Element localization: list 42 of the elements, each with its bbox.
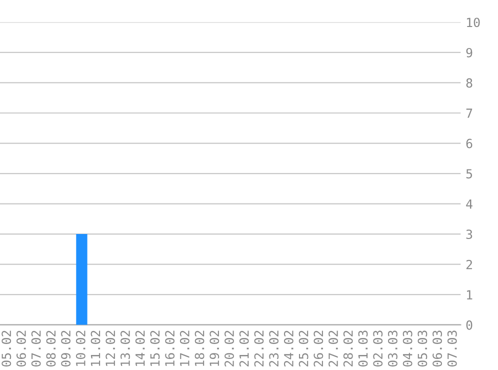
x-tick-label: 01.03 <box>358 330 368 367</box>
x-tick-label: 11.02 <box>90 330 100 366</box>
x-tick-label: 27.02 <box>328 330 338 366</box>
y-tick-label: 8 <box>466 78 472 88</box>
x-tick-label: 25.02 <box>298 330 308 366</box>
x-tick-label: 18.02 <box>194 330 204 366</box>
x-tick-label: 17.02 <box>180 330 190 366</box>
x-tick-label: 07.02 <box>31 330 41 367</box>
x-tick-label: 03.03 <box>388 330 398 367</box>
y-tick-label: 6 <box>466 138 472 148</box>
x-tick-label: 16.02 <box>165 330 175 366</box>
x-tick-label: 02.03 <box>373 330 383 367</box>
x-tick-label: 14.02 <box>135 330 145 366</box>
y-tick-label: 1 <box>467 290 472 300</box>
y-tick-label: 10 <box>467 18 480 28</box>
x-tick-label: 05.03 <box>418 330 428 367</box>
x-tick-label: 23.02 <box>269 330 279 366</box>
y-tick-label: 4 <box>466 199 472 209</box>
x-tick-label: 22.02 <box>254 330 264 366</box>
x-tick-label: 05.02 <box>2 330 12 367</box>
y-tick-label: 3 <box>466 230 472 240</box>
x-tick-label: 06.03 <box>432 330 442 367</box>
x-tick-label: 24.02 <box>284 330 294 366</box>
y-tick-label: 7 <box>466 108 472 118</box>
x-tick-label: 07.03 <box>447 330 457 367</box>
x-tick-label: 21.02 <box>239 330 249 366</box>
x-tick-label: 08.02 <box>46 330 56 367</box>
x-tick-label: 12.02 <box>106 330 116 366</box>
y-tick-label: 9 <box>466 48 472 58</box>
x-tick-label: 15.02 <box>150 330 160 366</box>
y-tick-label: 0 <box>466 320 472 330</box>
x-tick-label: 13.02 <box>120 330 130 366</box>
x-tick-label: 28.02 <box>343 330 353 366</box>
x-tick-label: 06.02 <box>16 330 26 367</box>
x-tick-label: 19.02 <box>210 330 220 366</box>
x-tick-label: 04.03 <box>402 330 412 367</box>
x-tick-label: 09.02 <box>61 330 71 367</box>
x-tick-label: 20.02 <box>224 330 234 366</box>
y-tick-label: 5 <box>466 169 472 178</box>
x-tick-label: 26.02 <box>314 330 324 366</box>
y-tick-label: 2 <box>466 260 472 270</box>
x-tick-label: 10.02 <box>76 330 86 366</box>
